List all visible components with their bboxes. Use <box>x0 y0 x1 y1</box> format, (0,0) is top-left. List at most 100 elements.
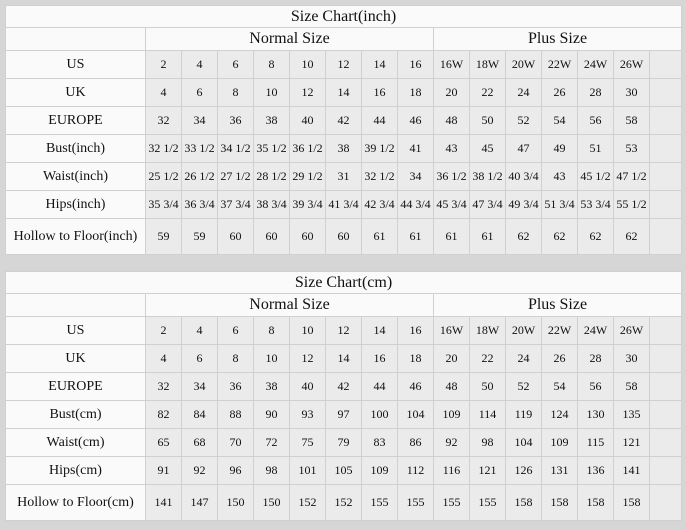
size-cell: 26 1/2 <box>181 162 218 191</box>
size-cell: 52 <box>505 372 542 401</box>
size-cell: 155 <box>469 484 506 521</box>
size-cell: 62 <box>577 218 614 255</box>
size-cell: 45 3/4 <box>433 190 470 219</box>
size-cell: 44 <box>361 372 398 401</box>
size-cell: 10 <box>289 50 326 79</box>
size-cell: 51 <box>577 134 614 163</box>
row-label: US <box>5 316 146 345</box>
size-cell: 141 <box>613 456 650 485</box>
size-cell: 34 <box>181 372 218 401</box>
size-cell: 58 <box>613 106 650 135</box>
size-cell: 50 <box>469 372 506 401</box>
size-cell: 155 <box>433 484 470 521</box>
size-cell: 130 <box>577 400 614 429</box>
size-cell: 121 <box>469 456 506 485</box>
size-cell: 25 1/2 <box>145 162 182 191</box>
chart-title: Size Chart(inch) <box>4 5 683 28</box>
size-cell: 2 <box>145 50 182 79</box>
size-cell: 158 <box>577 484 614 521</box>
size-cell: 59 <box>181 218 218 255</box>
size-cell: 41 3/4 <box>325 190 362 219</box>
row-label: Waist(cm) <box>5 428 146 457</box>
size-cell: 50 <box>469 106 506 135</box>
size-cell: 91 <box>145 456 182 485</box>
table-row: Hips(inch) 35 3/4 36 3/4 37 3/4 38 3/4 39 3/4… <box>5 190 683 219</box>
size-cell: 38 1/2 <box>469 162 506 191</box>
row-label: Hollow to Floor(inch) <box>5 218 146 255</box>
size-cell: 65 <box>145 428 182 457</box>
size-cell: 45 <box>469 134 506 163</box>
row-label: EUROPE <box>5 372 146 401</box>
size-cell: 22 <box>469 344 506 373</box>
size-cell: 20W <box>505 50 542 79</box>
size-cell: 100 <box>361 400 398 429</box>
size-cell: 119 <box>505 400 542 429</box>
size-cell: 84 <box>181 400 218 429</box>
size-cell: 68 <box>181 428 218 457</box>
size-cell: 121 <box>613 428 650 457</box>
size-cell: 141 <box>145 484 182 521</box>
size-cell: 36 1/2 <box>289 134 326 163</box>
size-cell: 8 <box>253 50 290 79</box>
size-cell: 116 <box>433 456 470 485</box>
size-cell: 44 <box>361 106 398 135</box>
table-row: EUROPE 32 34 36 38 40 42 44 46 48 50 52 54 56 58 <box>5 372 683 401</box>
size-cell: 26 <box>541 78 578 107</box>
size-cell: 22W <box>541 50 578 79</box>
size-cell: 12 <box>289 344 326 373</box>
size-cell: 56 <box>577 372 614 401</box>
size-cell: 26W <box>613 50 650 79</box>
table-row: Bust(inch) 32 1/2 33 1/2 34 1/2 35 1/2 36 1/2… <box>5 134 683 163</box>
size-cell: 8 <box>217 344 254 373</box>
size-cell: 92 <box>433 428 470 457</box>
size-cell: 70 <box>217 428 254 457</box>
size-cell: 152 <box>325 484 362 521</box>
size-cell: 4 <box>145 78 182 107</box>
size-cell: 62 <box>613 218 650 255</box>
normal-size-header: Normal Size <box>145 27 434 51</box>
size-cell: 59 <box>145 218 182 255</box>
size-chart-inch: Size Chart(inch) Normal Size Plus Size US 2 4… <box>4 5 683 255</box>
size-cell: 38 <box>253 372 290 401</box>
size-cell: 14 <box>325 78 362 107</box>
size-cell: 33 1/2 <box>181 134 218 163</box>
size-cell: 60 <box>289 218 326 255</box>
size-cell: 16 <box>361 78 398 107</box>
size-cell: 45 1/2 <box>577 162 614 191</box>
size-cell: 16W <box>433 316 470 345</box>
plus-size-header: Plus Size <box>432 27 683 51</box>
size-cell: 48 <box>433 106 470 135</box>
size-cell: 79 <box>325 428 362 457</box>
size-cell: 8 <box>217 78 254 107</box>
size-cell: 53 3/4 <box>577 190 614 219</box>
size-cell: 109 <box>361 456 398 485</box>
size-cell: 152 <box>289 484 326 521</box>
size-cell: 60 <box>253 218 290 255</box>
row-label: EUROPE <box>5 106 146 135</box>
size-cell: 60 <box>325 218 362 255</box>
size-cell: 16 <box>397 50 434 79</box>
size-cell: 115 <box>577 428 614 457</box>
size-cell: 27 1/2 <box>217 162 254 191</box>
size-cell: 147 <box>181 484 218 521</box>
row-label: Waist(inch) <box>5 162 146 191</box>
size-cell: 55 1/2 <box>613 190 650 219</box>
size-cell: 92 <box>181 456 218 485</box>
size-cell: 24W <box>577 50 614 79</box>
table-row: UK 4 6 8 10 12 14 16 18 20 22 24 26 28 30 <box>5 78 683 107</box>
size-cell: 155 <box>397 484 434 521</box>
size-cell: 36 <box>217 372 254 401</box>
size-cell: 158 <box>541 484 578 521</box>
table-row: UK 4 6 8 10 12 14 16 18 20 22 24 26 28 30 <box>5 344 683 373</box>
size-chart-cm: Size Chart(cm) Normal Size Plus Size US 2 4 6 8… <box>4 271 683 521</box>
size-cell: 61 <box>469 218 506 255</box>
size-cell: 4 <box>181 316 218 345</box>
size-cell: 93 <box>289 400 326 429</box>
size-cell: 32 1/2 <box>145 134 182 163</box>
plus-size-header: Plus Size <box>432 293 683 317</box>
row-label: Hollow to Floor(cm) <box>5 484 146 521</box>
size-cell: 104 <box>397 400 434 429</box>
size-cell: 124 <box>541 400 578 429</box>
size-cell: 83 <box>361 428 398 457</box>
size-cell: 12 <box>325 316 362 345</box>
